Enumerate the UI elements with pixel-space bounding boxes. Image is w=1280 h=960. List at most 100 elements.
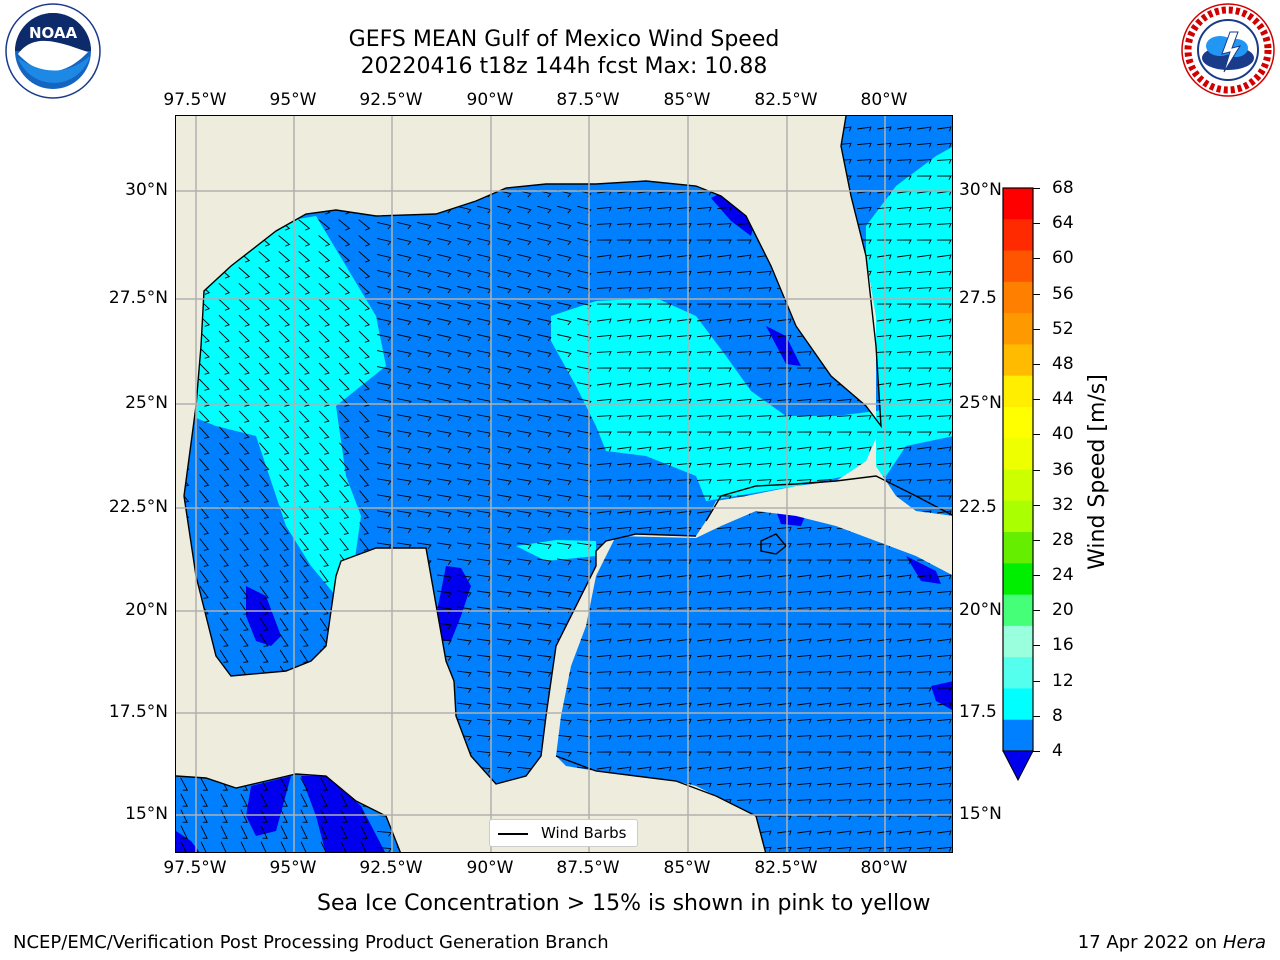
- wind-barb: [656, 799, 672, 804]
- wind-barb: [916, 799, 932, 804]
- wind-barb: [360, 825, 368, 839]
- wind-barb: [298, 330, 310, 343]
- wind-barb: [856, 206, 872, 212]
- wind-barb: [816, 654, 832, 660]
- wind-barb: [557, 670, 572, 677]
- wind-barb: [796, 735, 812, 740]
- wind-barb: [339, 602, 349, 615]
- wind-barb: [220, 761, 229, 775]
- colorbar-tick-mark: [1033, 645, 1040, 647]
- wind-barb: [457, 686, 472, 693]
- wind-barb: [816, 782, 832, 788]
- wind-barb: [656, 687, 672, 693]
- wind-barb: [258, 378, 270, 391]
- wind-barb: [756, 495, 772, 501]
- colorbar-cell: [1003, 688, 1033, 721]
- wind-barb: [916, 462, 932, 468]
- wind-barb: [219, 681, 229, 695]
- wind-barb: [238, 330, 250, 343]
- colorbar-tick-label: 52: [1052, 318, 1074, 339]
- wind-barb: [359, 681, 369, 695]
- wind-barb: [776, 142, 792, 148]
- wind-barb: [278, 426, 290, 439]
- wind-barb: [517, 446, 532, 454]
- wind-barb: [676, 334, 692, 340]
- wind-barb: [238, 171, 251, 183]
- wind-barb: [896, 367, 912, 373]
- wind-barb: [756, 799, 772, 804]
- speed-band-8-12: [866, 146, 952, 411]
- wind-barb: [437, 366, 452, 374]
- wind-barb: [637, 318, 652, 324]
- wind-barb: [656, 223, 672, 228]
- wind-barb: [757, 702, 772, 708]
- wind-barb: [736, 287, 752, 292]
- colorbar-svg: [1002, 187, 1034, 782]
- wind-barb: [657, 382, 672, 388]
- wind-barb: [218, 155, 231, 167]
- wind-barb: [936, 687, 952, 693]
- wind-barb: [199, 522, 210, 535]
- wind-barb: [437, 286, 452, 294]
- wind-barb: [637, 126, 652, 132]
- wind-barb: [318, 298, 330, 311]
- wind-barb: [436, 798, 452, 805]
- wind-barb: [816, 495, 832, 501]
- wind-barb: [856, 479, 872, 484]
- wind-barb: [377, 253, 392, 262]
- wind-barb: [636, 142, 652, 148]
- wind-barb: [656, 415, 672, 420]
- wind-barb: [376, 766, 392, 773]
- wind-barb: [876, 782, 892, 788]
- wind-barb: [856, 654, 872, 660]
- wind-barb: [896, 623, 912, 629]
- wind-barb: [756, 223, 772, 228]
- wind-barb: [556, 718, 572, 725]
- wind-barb: [319, 602, 329, 615]
- colorbar-tick-label: 12: [1052, 670, 1074, 691]
- wind-barb: [417, 366, 432, 374]
- wind-barb: [596, 351, 612, 356]
- wind-barb: [417, 318, 432, 326]
- colorbar-cell: [1003, 438, 1033, 470]
- wind-barb: [756, 671, 772, 676]
- wind-barb: [597, 254, 612, 260]
- wind-barb: [916, 718, 932, 724]
- wind-barb: [636, 303, 652, 309]
- wind-barb: [596, 495, 612, 501]
- wind-barb: [716, 159, 732, 164]
- wind-barb: [617, 382, 632, 388]
- wind-barb: [340, 697, 349, 711]
- wind-barb: [517, 382, 532, 390]
- wind-barb: [360, 713, 369, 727]
- wind-barb: [436, 734, 452, 741]
- wind-barb: [397, 462, 412, 470]
- wind-barb: [359, 442, 370, 455]
- wind-barb: [796, 782, 812, 788]
- wind-barb: [517, 366, 532, 374]
- wind-barb: [856, 846, 872, 852]
- wind-barb: [258, 251, 271, 263]
- wind-barb: [200, 729, 209, 743]
- wind-barb: [837, 446, 852, 452]
- wind-barb: [657, 766, 672, 772]
- wind-barb: [697, 766, 712, 772]
- wind-barb: [797, 510, 812, 516]
- wind-barb: [477, 157, 492, 166]
- wind-barb: [318, 378, 330, 391]
- wind-barb: [279, 522, 290, 535]
- wind-barb: [299, 602, 309, 615]
- wind-barb: [636, 479, 652, 484]
- wind-barb: [936, 495, 952, 501]
- wind-barb: [857, 126, 872, 132]
- wind-barb: [497, 302, 512, 310]
- wind-barb: [817, 830, 832, 836]
- wind-barb: [897, 766, 912, 772]
- wind-barb: [278, 267, 291, 279]
- wind-barb: [836, 351, 852, 356]
- wind-barb: [596, 718, 612, 724]
- wind-barb: [497, 157, 512, 166]
- wind-barb: [396, 766, 412, 773]
- wind-barb: [736, 415, 752, 420]
- wind-barb: [338, 267, 351, 279]
